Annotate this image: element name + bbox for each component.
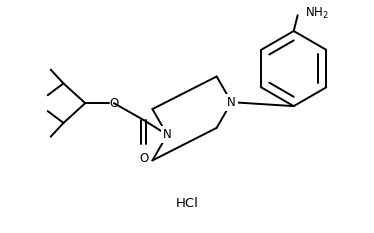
Text: NH$_2$: NH$_2$ bbox=[304, 6, 328, 21]
Text: O: O bbox=[109, 97, 119, 110]
Text: O: O bbox=[139, 152, 148, 164]
Text: N: N bbox=[227, 96, 236, 109]
Text: N: N bbox=[163, 128, 172, 141]
Text: HCl: HCl bbox=[175, 197, 199, 210]
